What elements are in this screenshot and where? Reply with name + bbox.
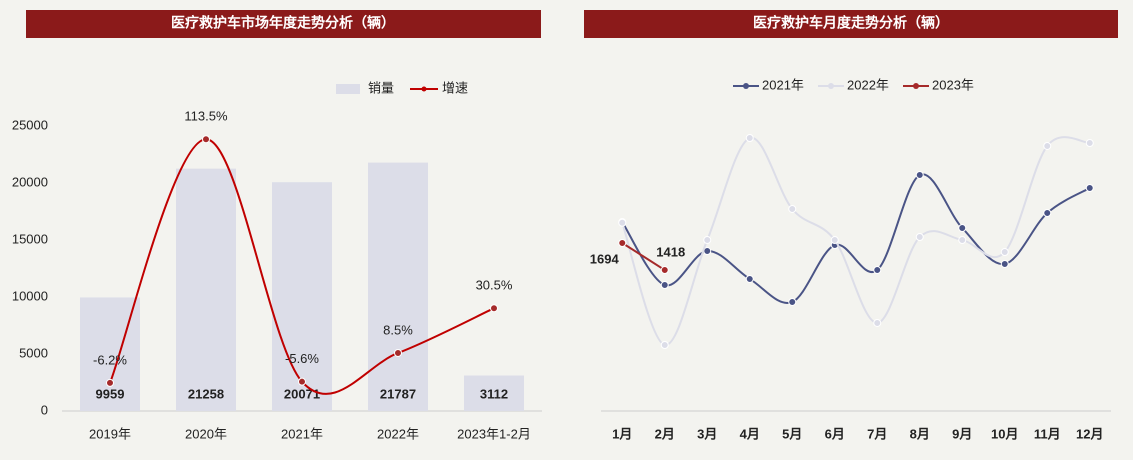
bar: [464, 375, 524, 411]
bar-label: 20071: [284, 386, 320, 401]
x-tick-label: 2月: [655, 426, 675, 441]
y-tick-label: 15000: [12, 231, 48, 246]
marker: [298, 377, 306, 386]
data-label: -6.2%: [93, 352, 127, 367]
marker: [1000, 259, 1009, 268]
x-tick-label: 3月: [697, 426, 717, 441]
data-label: 30.5%: [476, 278, 513, 293]
legend-swatch: [421, 86, 427, 92]
bar-label: 21787: [380, 386, 416, 401]
x-tick-label: 10月: [991, 426, 1018, 441]
x-tick-label: 6月: [825, 426, 845, 441]
marker: [873, 318, 882, 327]
legend-swatch: [743, 83, 749, 89]
x-tick-label: 5月: [782, 426, 802, 441]
marker: [660, 341, 669, 350]
bar-label: 3112: [480, 386, 508, 401]
y-tick-label: 10000: [12, 288, 48, 303]
marker: [202, 135, 210, 144]
data-label: 1418: [656, 244, 685, 259]
x-tick-label: 2019年: [89, 426, 131, 441]
y-tick-label: 0: [41, 402, 48, 417]
y-tick-label: 20000: [12, 174, 48, 189]
marker: [830, 236, 839, 245]
marker: [958, 223, 967, 232]
marker: [1085, 139, 1094, 148]
marker: [745, 134, 754, 143]
marker: [490, 304, 498, 313]
marker: [106, 378, 114, 387]
marker: [1085, 184, 1094, 193]
x-tick-label: 11月: [1034, 426, 1061, 441]
chart-title: 医疗救护车市场年度走势分析（辆）: [171, 15, 395, 31]
bar: [272, 182, 332, 411]
x-tick-label: 8月: [910, 426, 930, 441]
bar-label: 21258: [188, 386, 224, 401]
marker: [915, 170, 924, 179]
marker: [1043, 141, 1052, 150]
marker: [660, 281, 669, 290]
bar: [368, 162, 428, 411]
x-tick-label: 12月: [1076, 426, 1103, 441]
data-label: 1694: [590, 251, 620, 266]
marker: [703, 236, 712, 245]
legend-label: 销量: [368, 80, 394, 95]
data-label: -5.6%: [285, 351, 319, 366]
x-tick-label: 2022年: [377, 426, 419, 441]
marker: [618, 238, 627, 247]
x-tick-label: 7月: [867, 426, 887, 441]
marker: [788, 297, 797, 306]
x-tick-label: 2020年: [185, 426, 227, 441]
title-bar: [26, 10, 541, 38]
marker: [915, 233, 924, 242]
line: [109, 138, 495, 395]
legend-swatch: [913, 83, 919, 89]
y-tick-label: 5000: [19, 345, 48, 360]
x-tick-label: 1月: [612, 426, 632, 441]
legend-label: 2022年: [847, 77, 889, 92]
x-tick-label: 2021年: [281, 426, 323, 441]
marker: [660, 266, 669, 275]
marker: [1000, 248, 1009, 257]
bar-label: 9959: [96, 386, 125, 401]
legend-swatch: [336, 84, 360, 94]
x-tick-label: 2023年1-2月: [457, 426, 531, 441]
marker: [618, 218, 627, 227]
marker: [745, 274, 754, 283]
legend-swatch: [828, 83, 834, 89]
legend-label: 增速: [442, 80, 468, 95]
marker: [1043, 209, 1052, 217]
x-tick-label: 9月: [952, 426, 972, 441]
bar: [176, 168, 236, 411]
y-tick-label: 25000: [12, 117, 48, 132]
marker: [873, 266, 882, 275]
marker: [788, 204, 797, 213]
legend-label: 2023年: [932, 77, 974, 92]
data-label: 8.5%: [383, 322, 413, 337]
x-tick-label: 4月: [740, 426, 760, 441]
chart-title: 医疗救护车月度走势分析（辆）: [753, 15, 949, 31]
marker: [394, 348, 402, 357]
legend-label: 2021年: [762, 77, 804, 92]
title-bar: [584, 10, 1118, 38]
marker: [958, 236, 967, 245]
data-label: 113.5%: [184, 109, 228, 124]
